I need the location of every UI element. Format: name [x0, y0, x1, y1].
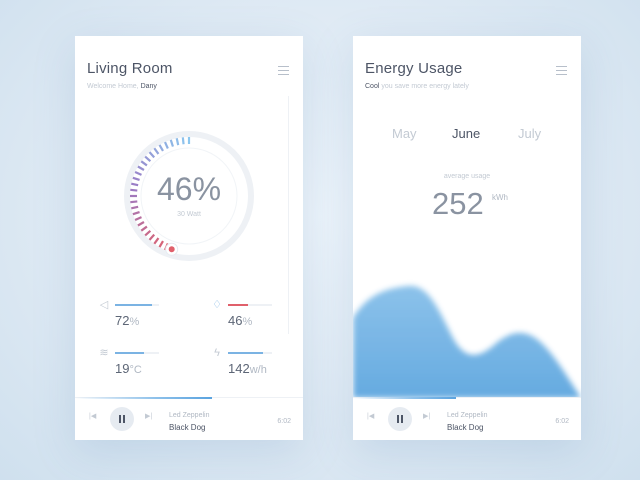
gauge-tick: [153, 237, 160, 245]
speaker-icon: ◁: [99, 299, 109, 311]
track-time: 6:02: [277, 418, 291, 425]
track-progress[interactable]: [353, 397, 581, 399]
gauge-tick: [131, 182, 139, 187]
gauge-tick: [169, 139, 174, 147]
previous-icon[interactable]: |◀: [89, 413, 97, 420]
gauge-percentage: 46%: [156, 171, 222, 207]
gauge-tick: [144, 155, 152, 163]
month-may[interactable]: May: [392, 126, 417, 141]
gauge-tick: [181, 137, 185, 145]
gauge-tick: [158, 144, 164, 152]
gauge-ring: [124, 131, 254, 261]
status-word: Cool: [365, 83, 380, 90]
track-artist: Led Zeppelin: [447, 412, 488, 419]
gauge-tick: [148, 151, 156, 159]
gauge-tick: [137, 221, 145, 227]
gauge-tick: [144, 229, 152, 237]
water-drop-icon: ♢: [212, 299, 222, 311]
pause-button[interactable]: [388, 407, 412, 431]
month-july[interactable]: July: [518, 126, 542, 141]
vertical-divider: [288, 96, 289, 334]
gauge-tick: [137, 165, 145, 171]
welcome-label: Welcome Home,: [87, 83, 139, 90]
pause-button[interactable]: [110, 407, 134, 431]
gauge-tick: [163, 141, 169, 149]
gauge-tick: [130, 200, 138, 204]
volume-value: 72%: [115, 313, 140, 328]
gauge-tick: [175, 138, 180, 146]
temperature-bar: [115, 352, 159, 354]
usage-unit: kWh: [492, 193, 508, 202]
power-gauge[interactable]: 46% 30 Watt: [121, 128, 257, 264]
gauge-tick: [132, 176, 140, 181]
menu-icon[interactable]: [556, 66, 567, 75]
gauge-tick: [158, 240, 164, 248]
humidity-value: 46%: [228, 313, 253, 328]
track-time: 6:02: [555, 418, 569, 425]
wind-icon: ≋: [99, 347, 109, 359]
gauge-tick: [140, 160, 148, 167]
status-message: you save more energy lately: [381, 83, 469, 90]
card-title: Energy Usage: [365, 60, 463, 77]
next-icon[interactable]: ▶|: [423, 413, 431, 420]
track-title: Black Dog: [447, 423, 484, 432]
temperature-value: 19°C: [115, 361, 142, 376]
track-artist: Led Zeppelin: [169, 412, 210, 419]
power-bar: [228, 352, 272, 354]
month-june[interactable]: June: [452, 126, 481, 141]
energy-usage-card: Energy Usage Cool you save more energy l…: [353, 36, 581, 440]
usage-area-chart: [353, 285, 581, 398]
gauge-tick: [140, 225, 148, 232]
previous-icon[interactable]: |◀: [367, 413, 375, 420]
humidity-bar: [228, 304, 272, 306]
music-player: |◀ ▶| Led Zeppelin Black Dog 6:02: [353, 397, 581, 440]
card-title: Living Room: [87, 60, 173, 77]
living-room-card: Living Room Welcome Home, Dany 46% 30 Wa…: [75, 36, 303, 440]
gauge-tick: [153, 147, 160, 155]
usage-value: 252: [432, 186, 484, 221]
gauge-tick: [134, 170, 142, 176]
menu-icon[interactable]: [278, 66, 289, 75]
welcome-text: Welcome Home, Dany: [87, 83, 157, 90]
power-value: 142w/h: [228, 361, 267, 376]
status-text: Cool you save more energy lately: [365, 83, 469, 90]
track-title: Black Dog: [169, 423, 206, 432]
gauge-tick: [148, 233, 156, 241]
gauge-watt: 30 Watt: [177, 211, 201, 218]
gauge-tick: [130, 188, 138, 192]
gauge-tick: [131, 205, 139, 210]
average-usage-label: average usage: [443, 173, 491, 180]
music-player: |◀ ▶| Led Zeppelin Black Dog 6:02: [75, 397, 303, 440]
month-selector: May June July: [353, 126, 581, 142]
next-icon[interactable]: ▶|: [145, 413, 153, 420]
gauge-tick: [134, 216, 142, 222]
user-name: Dany: [140, 83, 157, 90]
lightning-icon: ϟ: [214, 347, 220, 359]
track-progress[interactable]: [75, 397, 303, 399]
volume-bar: [115, 304, 159, 306]
gauge-tick: [132, 211, 140, 216]
